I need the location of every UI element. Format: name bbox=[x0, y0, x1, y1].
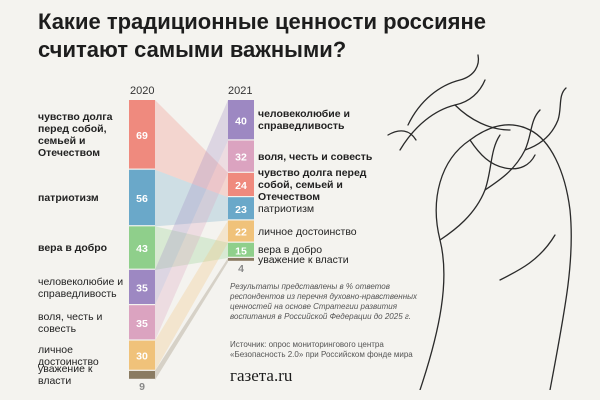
value-2021-duty: 24 bbox=[235, 180, 247, 192]
value-2020-respect: 9 bbox=[139, 381, 145, 393]
bar-2021-duty bbox=[228, 172, 254, 196]
hands-illustration bbox=[387, 54, 572, 390]
bar-2020-will bbox=[129, 305, 155, 340]
value-2021-patriotism: 23 bbox=[235, 204, 247, 216]
value-2021-will: 32 bbox=[235, 152, 247, 164]
value-2020-will: 35 bbox=[136, 318, 148, 330]
label-2021-kindness: вера в добро bbox=[258, 244, 323, 257]
value-2020-duty: 69 bbox=[136, 130, 148, 142]
value-2021-kindness: 15 bbox=[235, 245, 247, 257]
bar-2021-respect bbox=[228, 257, 254, 261]
value-2020-dignity: 30 bbox=[136, 351, 148, 363]
label-2021-respect: уважение к власти bbox=[258, 253, 349, 266]
flow-dignity bbox=[155, 220, 228, 371]
flow-kindness bbox=[155, 226, 228, 270]
source-text: Источник: опрос мониторингового центра «… bbox=[230, 340, 413, 359]
label-2020-kindness: вера в добро bbox=[38, 242, 108, 255]
bar-2020-humanism bbox=[129, 269, 155, 304]
value-2020-humanism: 35 bbox=[136, 283, 148, 295]
bar-layer: 69 56 43 35 35 30 9 40 32 24 23 22 15 4 bbox=[129, 100, 254, 393]
value-2020-patriotism: 56 bbox=[136, 193, 148, 205]
label-2020-duty: чувство долга перед собой, семьей и Отеч… bbox=[38, 110, 113, 159]
label-2021-duty: чувство долга перед собой, семьей и Отеч… bbox=[258, 167, 367, 204]
value-2021-respect: 4 bbox=[238, 263, 244, 275]
methodology-note: Результаты представлены в % ответов респ… bbox=[230, 282, 417, 321]
page-title: Какие традиционные ценности россияне счи… bbox=[38, 9, 487, 62]
year-2020-label: 2020 bbox=[130, 85, 155, 97]
label-2020-respect: уважение к власти bbox=[38, 363, 93, 388]
flow-duty bbox=[155, 100, 228, 198]
label-2021-humanism: человеколюбие и справедливость bbox=[258, 108, 350, 133]
year-2021-label: 2021 bbox=[228, 85, 253, 97]
label-2021-dignity: личное достоинство bbox=[258, 225, 357, 238]
bar-2020-dignity bbox=[129, 340, 155, 370]
flow-respect bbox=[155, 257, 228, 380]
label-2020-will: воля, честь и совесть bbox=[38, 310, 103, 335]
bar-2020-kindness bbox=[129, 226, 155, 269]
bar-2021-will bbox=[228, 140, 254, 172]
bar-2020-patriotism bbox=[129, 169, 155, 226]
label-2020-humanism: человеколюбие и справедливость bbox=[38, 275, 124, 300]
label-2021-will: воля, честь и совесть bbox=[258, 150, 373, 163]
flow-will bbox=[155, 140, 228, 341]
label-2020-patriotism: патриотизм bbox=[38, 192, 99, 205]
value-2020-kindness: 43 bbox=[136, 243, 148, 255]
bar-2021-dignity bbox=[228, 220, 254, 242]
flow-patriotism bbox=[155, 169, 228, 227]
bar-2021-kindness bbox=[228, 242, 254, 257]
flow-humanism bbox=[155, 100, 228, 306]
value-2021-humanism: 40 bbox=[235, 115, 247, 127]
gazeta-logo: газета.ru bbox=[230, 366, 293, 385]
value-2021-dignity: 22 bbox=[235, 227, 247, 239]
bar-2020-duty bbox=[129, 100, 155, 169]
label-2020-dignity: личное достоинство bbox=[38, 343, 99, 368]
bar-2021-humanism bbox=[228, 100, 254, 140]
label-2021-patriotism: патриотизм bbox=[258, 202, 315, 215]
flow-layer bbox=[155, 100, 228, 380]
bar-2020-respect bbox=[129, 370, 155, 379]
bar-2021-patriotism bbox=[228, 197, 254, 220]
